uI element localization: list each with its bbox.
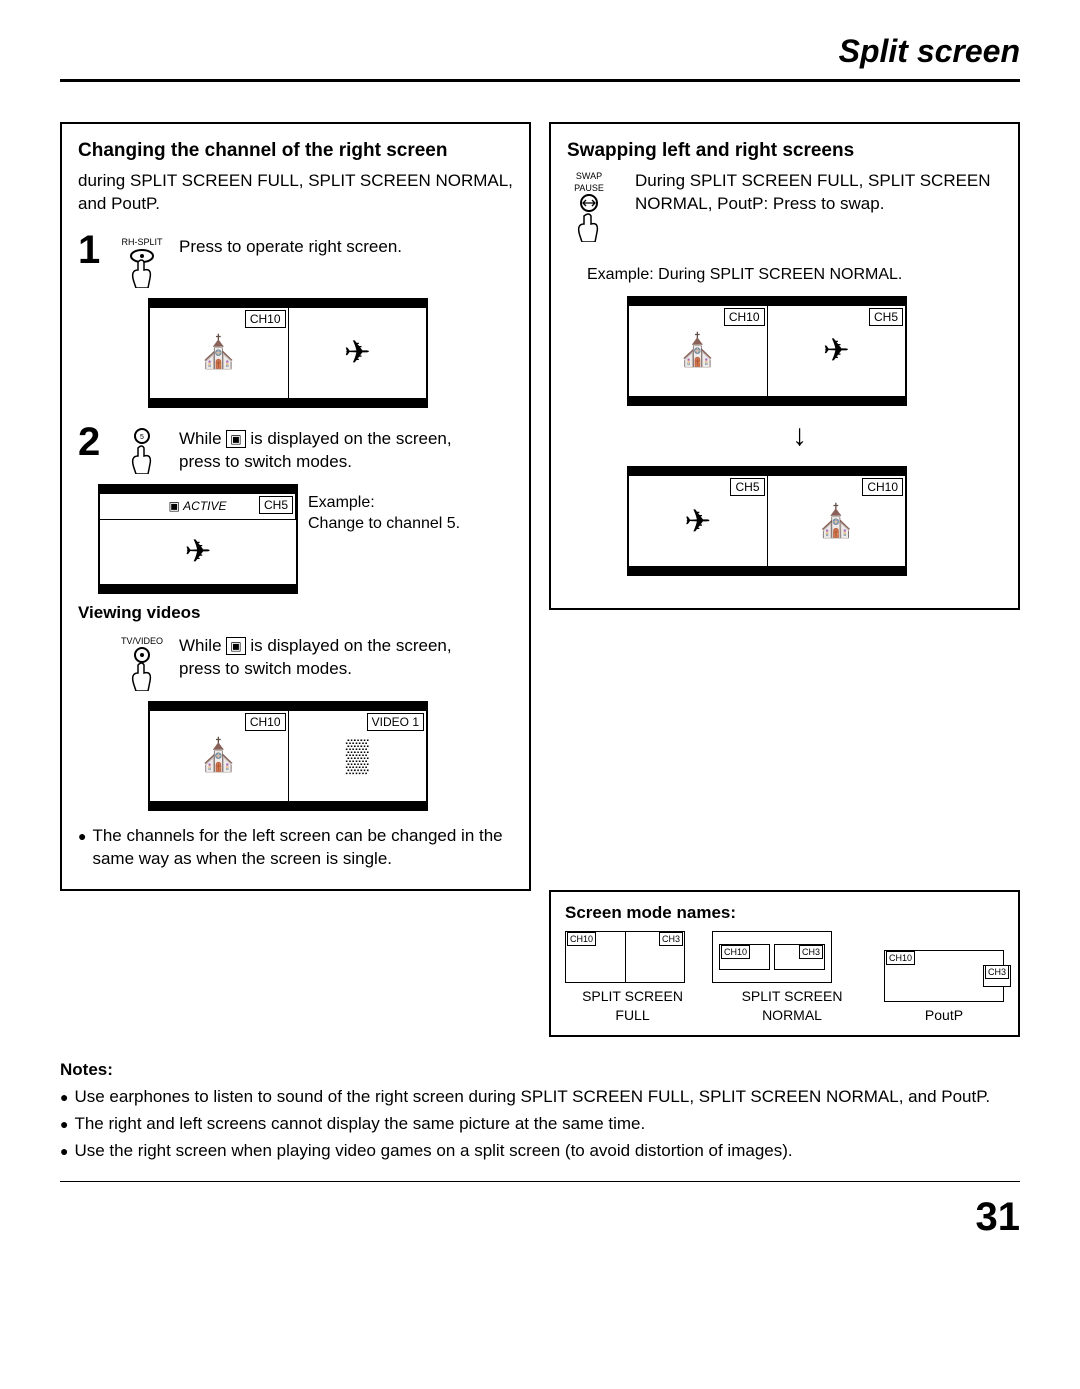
change-channel-title: Changing the channel of the right screen [78,138,513,164]
viewing-text: While ▣ is displayed on the screen, pres… [179,635,469,681]
change-channel-panel: Changing the channel of the right screen… [60,122,531,891]
step-2: 2 5 While ▣ is displayed on the screen, … [78,422,513,474]
swap-before-right: CH5 [869,308,903,326]
page-number: 31 [60,1190,1020,1244]
swap-after-right: CH10 [862,478,903,496]
modes-title: Screen mode names: [565,902,1004,925]
channel-button-icon: 5 [120,428,164,474]
right-column: Swapping left and right screens SWAP PAU… [549,122,1020,1037]
note-3: ●Use the right screen when playing video… [60,1140,1020,1163]
viewing-step: TV/VIDEO While ▣ is displayed on the scr… [78,629,513,691]
mode-full: CH10 CH3 SPLIT SCREEN FULL [565,931,700,1025]
swap-panel: Swapping left and right screens SWAP PAU… [549,122,1020,610]
active-flag-icon: ▣ ACTIVE [164,498,230,514]
step-1: 1 RH-SPLIT Press to operate right screen… [78,230,513,288]
mode-normal-label: SPLIT SCREEN NORMAL [712,987,872,1025]
main-columns: Changing the channel of the right screen… [60,122,1020,1037]
left-column: Changing the channel of the right screen… [60,122,531,913]
change-channel-sub: during SPLIT SCREEN FULL, SPLIT SCREEN N… [78,170,513,216]
swap-row: SWAP PAUSE During SPLIT SCREEN FULL, SPL… [567,170,1002,242]
example-text: Change to channel 5. [308,513,460,535]
step-1-screenshot: CH10⛪ ✈ [148,298,428,408]
shot3-left-label: CH10 [245,713,286,731]
shot1-ch-label: CH10 [245,310,286,328]
tv-video-button-icon: TV/VIDEO [120,635,164,691]
mode-full-label: SPLIT SCREEN FULL [565,987,700,1025]
screen-modes-panel: Screen mode names: CH10 CH3 SPLIT SCREEN… [549,890,1020,1037]
shot3-right-label: VIDEO 1 [367,713,424,731]
step-1-number: 1 [78,230,106,270]
shot2-ch-label: CH5 [259,496,293,514]
swap-before-left: CH10 [724,308,765,326]
step-2-screenshot: ▣ ACTIVE CH5 ✈ [98,484,298,594]
mode-indicator-icon-2: ▣ [226,637,245,655]
swap-title: Swapping left and right screens [567,138,1002,164]
step-2-text: While ▣ is displayed on the screen, pres… [179,428,469,474]
example-label: Example: [308,492,460,514]
notes-title: Notes: [60,1059,1020,1082]
swap-example-label: Example: During SPLIT SCREEN NORMAL. [587,264,1002,286]
rh-split-button-icon: RH-SPLIT [120,236,164,288]
notes-block: Notes: ●Use earphones to listen to sound… [60,1059,1020,1163]
swap-after-left: CH5 [730,478,764,496]
swap-text: During SPLIT SCREEN FULL, SPLIT SCREEN N… [635,170,1002,216]
viewing-heading: Viewing videos [78,602,513,625]
down-arrow-icon: ↓ [597,416,1002,457]
left-footnote: ●The channels for the left screen can be… [78,825,513,871]
swap-after-screenshot: CH5✈ CH10⛪ [627,466,907,576]
swap-button-icon: SWAP PAUSE [567,170,611,242]
step-1-text: Press to operate right screen. [179,236,402,259]
note-2: ●The right and left screens cannot displ… [60,1113,1020,1136]
mode-normal: CH10 CH3 SPLIT SCREEN NORMAL [712,931,872,1025]
mode-pout: CH10 CH3 PoutP [884,950,1004,1025]
swap-before-screenshot: CH10⛪ CH5✈ [627,296,907,406]
mode-indicator-icon: ▣ [226,430,245,448]
mode-pout-label: PoutP [884,1006,1004,1025]
step-2-number: 2 [78,422,106,462]
note-1: ●Use earphones to listen to sound of the… [60,1086,1020,1109]
viewing-screenshot: CH10⛪ VIDEO 1▒ [148,701,428,811]
svg-text:5: 5 [140,434,144,441]
page-title: Split screen [60,30,1020,82]
step-2-example: ▣ ACTIVE CH5 ✈ Example: Change to channe… [98,484,513,594]
bottom-rule [60,1181,1020,1182]
